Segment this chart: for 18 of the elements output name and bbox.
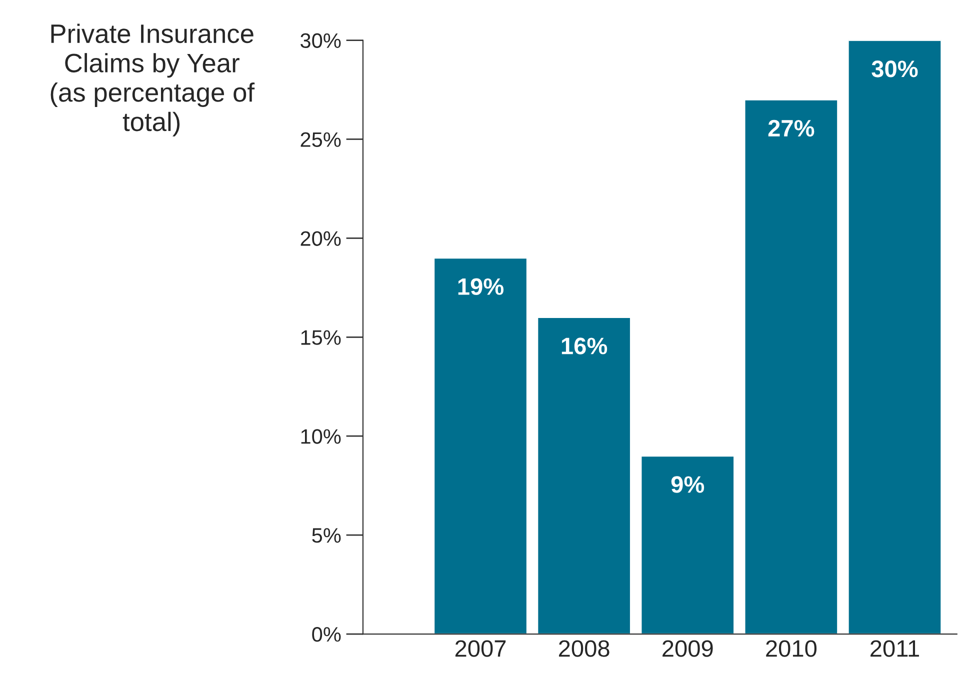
x-tick-label: 2011 [870,640,919,657]
data-label: 9% [671,476,704,493]
y-tick-label: 20% [300,231,341,246]
y-tick-label: 10% [301,429,341,444]
x-tick-label: 2010 [766,640,817,657]
x-tick-label: 2007 [455,640,506,657]
y-tick-label: 25% [300,132,341,147]
data-label: 27% [768,120,814,137]
y-tick-label: 5% [312,528,341,543]
text: Private Insurance Claims by Year (as percentage of total) [50,24,255,136]
data-label: 16% [562,338,608,354]
y-tick-label: 0% [312,627,341,642]
data-label: 19% [458,278,504,295]
x-tick-label: 2009 [662,640,713,657]
x-tick-label: 2008 [558,640,610,657]
y-tick-label: 30% [300,33,341,48]
data-label: 30% [872,60,918,78]
y-tick-label: 15% [301,330,341,345]
